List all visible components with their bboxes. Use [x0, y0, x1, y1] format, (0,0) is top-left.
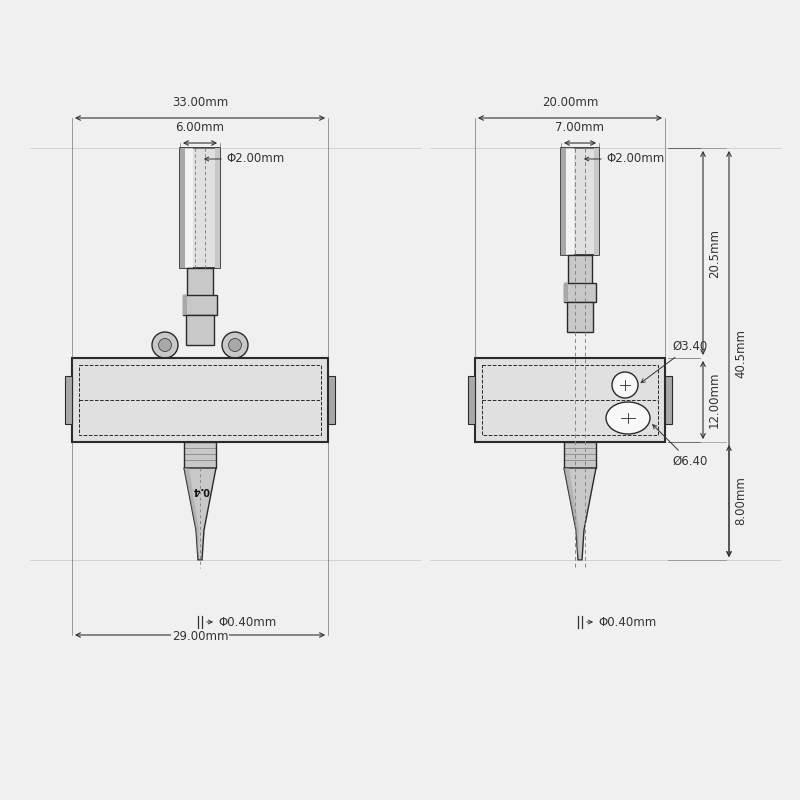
Bar — [468, 376, 475, 424]
Circle shape — [612, 372, 638, 398]
Circle shape — [152, 332, 178, 358]
Circle shape — [229, 338, 242, 351]
Bar — [561, 148, 566, 255]
Bar — [183, 295, 217, 315]
Text: 20.00mm: 20.00mm — [542, 96, 598, 109]
Bar — [72, 358, 328, 442]
Ellipse shape — [606, 402, 650, 434]
Bar — [79, 365, 321, 435]
Text: Φ0.40mm: Φ0.40mm — [218, 615, 276, 629]
Bar — [665, 376, 672, 424]
Text: Ø3.40: Ø3.40 — [641, 340, 707, 382]
Polygon shape — [184, 468, 216, 560]
Text: 20.5mm: 20.5mm — [708, 229, 721, 278]
Text: 29.00mm: 29.00mm — [172, 630, 228, 643]
Text: Φ2.00mm: Φ2.00mm — [606, 153, 664, 166]
Bar — [568, 255, 592, 290]
Text: 6.00mm: 6.00mm — [175, 121, 225, 134]
Polygon shape — [184, 468, 199, 560]
Text: Ø6.40: Ø6.40 — [653, 425, 707, 468]
Polygon shape — [564, 468, 596, 560]
Circle shape — [222, 332, 248, 358]
Bar — [561, 148, 599, 255]
Bar — [564, 283, 596, 302]
Circle shape — [158, 338, 171, 351]
Text: Φ2.00mm: Φ2.00mm — [226, 153, 284, 166]
Text: 0.4: 0.4 — [192, 485, 210, 495]
Bar — [328, 376, 335, 424]
Text: 8.00mm: 8.00mm — [734, 477, 747, 526]
Bar — [567, 302, 593, 332]
Bar — [215, 148, 220, 268]
Text: Φ0.40mm: Φ0.40mm — [598, 615, 656, 629]
Bar — [180, 148, 220, 268]
Bar — [183, 295, 187, 315]
Bar — [187, 268, 213, 300]
Bar — [180, 148, 185, 268]
Bar — [594, 148, 599, 255]
Bar — [185, 148, 193, 268]
Polygon shape — [564, 468, 579, 560]
Bar — [186, 315, 214, 345]
Bar — [65, 376, 72, 424]
Text: 12.00mm: 12.00mm — [708, 372, 721, 428]
Bar — [564, 442, 596, 468]
Bar — [475, 358, 665, 442]
Bar — [564, 283, 568, 302]
Text: 33.00mm: 33.00mm — [172, 96, 228, 109]
Bar — [482, 365, 658, 435]
Text: 40.5mm: 40.5mm — [734, 330, 747, 378]
Bar — [566, 148, 574, 255]
Text: 7.00mm: 7.00mm — [555, 121, 605, 134]
Bar — [184, 442, 216, 468]
